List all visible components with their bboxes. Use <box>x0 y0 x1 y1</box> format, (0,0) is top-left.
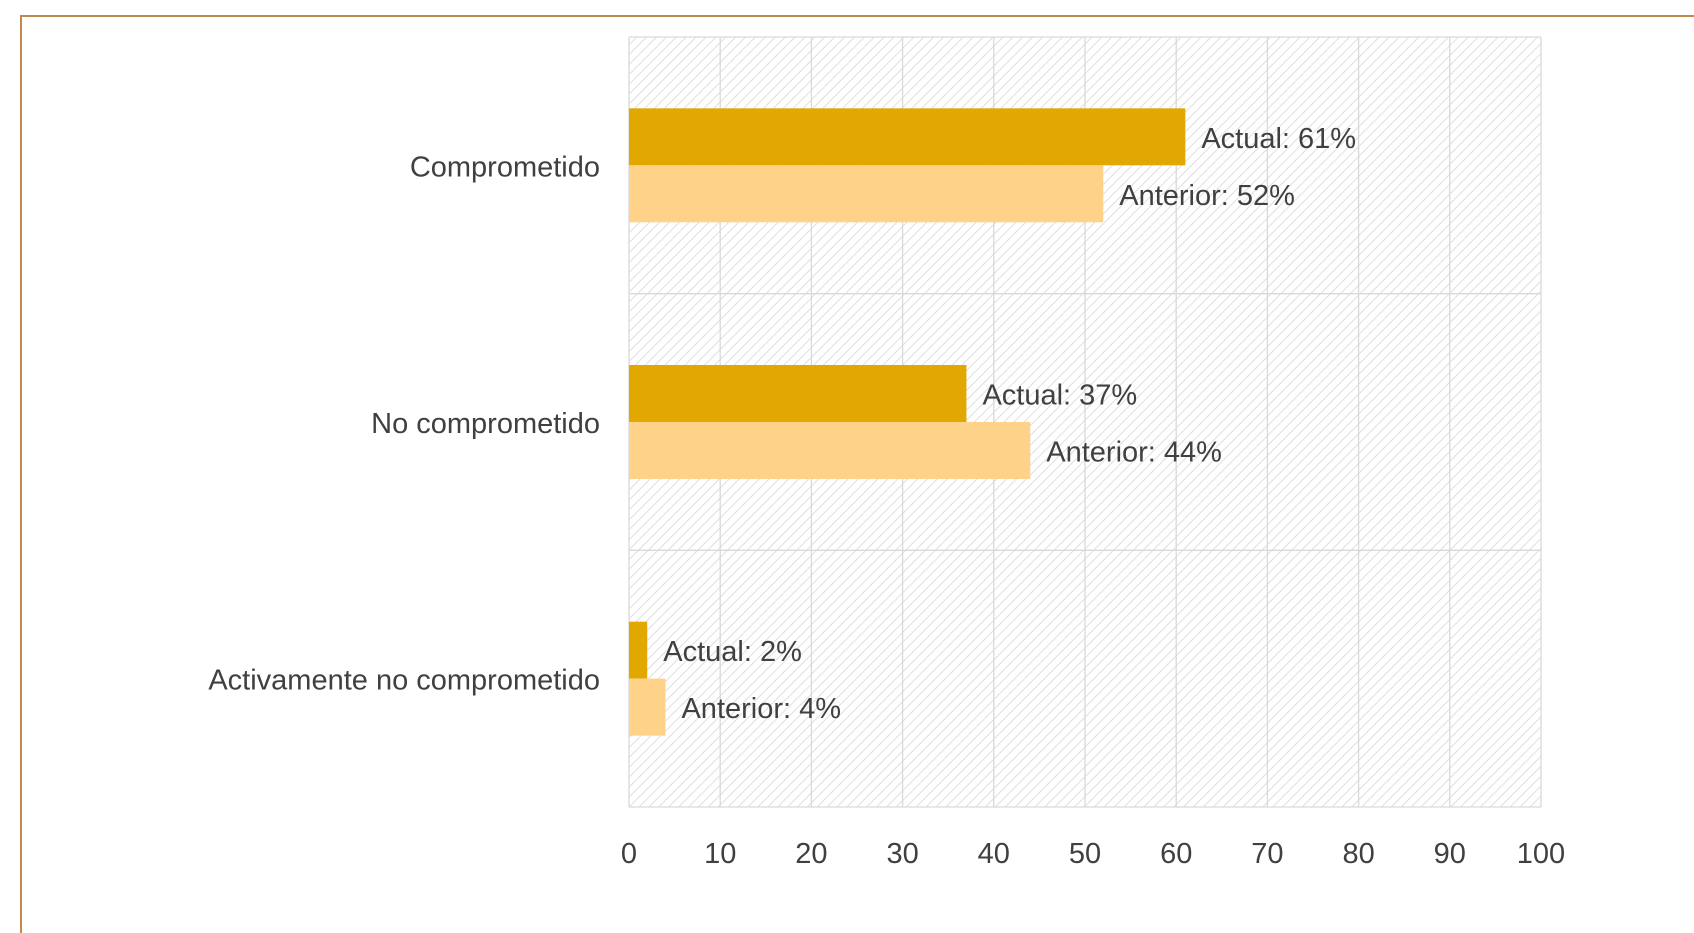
data-labels: Actual: 61% Anterior: 52% Actual: 37% Anter… <box>663 123 1356 725</box>
data-label-actual: Actual: 37% <box>982 380 1137 412</box>
category-label: Activamente no comprometido <box>208 665 600 697</box>
data-label-anterior: Anterior: 44% <box>1046 437 1222 469</box>
bar-anterior-1 <box>629 422 1031 479</box>
bar-actual-1 <box>629 365 967 422</box>
category-axis-labels: Comprometido No comprometido Activamente n… <box>208 151 600 696</box>
x-tick-label: 90 <box>1434 838 1466 870</box>
bar-anterior-0 <box>629 165 1104 223</box>
x-tick-label: 10 <box>704 838 736 870</box>
x-tick-label: 70 <box>1251 838 1283 870</box>
x-tick-label: 60 <box>1160 838 1192 870</box>
x-axis-tick-labels: 0 10 20 30 40 50 60 70 80 90 100 <box>621 838 1565 870</box>
bar-actual-2 <box>629 621 648 679</box>
x-tick-label: 30 <box>886 838 918 870</box>
data-label-anterior: Anterior: 4% <box>681 693 841 725</box>
x-tick-label: 40 <box>978 838 1010 870</box>
horizontal-gridlines <box>629 36 1541 808</box>
x-tick-label: 20 <box>795 838 827 870</box>
x-tick-label: 0 <box>621 838 637 870</box>
data-label-actual: Actual: 61% <box>1201 123 1356 155</box>
data-label-actual: Actual: 2% <box>663 636 802 668</box>
category-label: No comprometido <box>371 408 600 440</box>
data-label-anterior: Anterior: 52% <box>1119 180 1295 212</box>
x-tick-label: 80 <box>1342 838 1374 870</box>
bar-anterior-2 <box>629 678 666 736</box>
x-tick-label: 100 <box>1517 838 1565 870</box>
bars <box>629 108 1186 736</box>
bar-actual-0 <box>629 108 1186 166</box>
category-label: Comprometido <box>410 151 600 183</box>
x-tick-label: 50 <box>1069 838 1101 870</box>
